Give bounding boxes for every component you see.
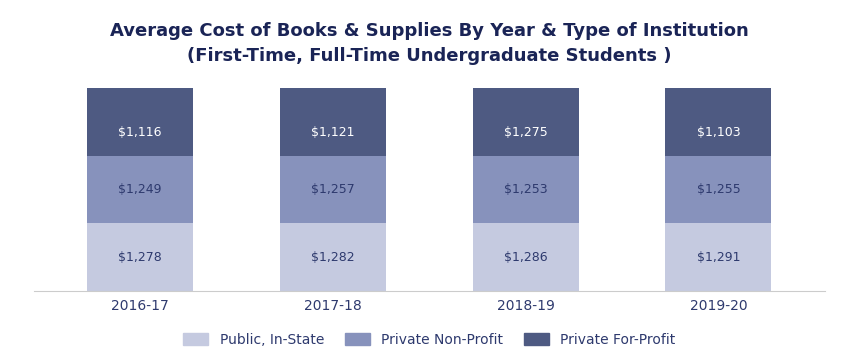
Text: $1,275: $1,275 (504, 126, 547, 139)
Text: $1,116: $1,116 (118, 126, 162, 139)
Bar (666, 224, 772, 291)
Bar (666, 88, 772, 156)
Bar (87, 88, 193, 156)
Text: $1,282: $1,282 (311, 251, 354, 264)
Text: $1,121: $1,121 (311, 126, 354, 139)
Bar (280, 88, 386, 156)
Text: $1,257: $1,257 (311, 183, 354, 196)
Bar (280, 156, 386, 224)
Text: $1,291: $1,291 (697, 251, 740, 264)
Bar (87, 224, 193, 291)
Bar (473, 88, 579, 156)
Text: $1,278: $1,278 (118, 251, 162, 264)
Text: $1,249: $1,249 (118, 183, 162, 196)
Text: $1,103: $1,103 (697, 126, 740, 139)
Bar (280, 224, 386, 291)
Bar (666, 156, 772, 224)
Bar (473, 224, 579, 291)
Legend: Public, In-State, Private Non-Profit, Private For-Profit: Public, In-State, Private Non-Profit, Pr… (178, 327, 681, 352)
Title: Average Cost of Books & Supplies By Year & Type of Institution
(First-Time, Full: Average Cost of Books & Supplies By Year… (110, 22, 749, 65)
Text: $1,255: $1,255 (697, 183, 740, 196)
Text: $1,286: $1,286 (504, 251, 547, 264)
Bar (473, 156, 579, 224)
Text: $1,253: $1,253 (504, 183, 547, 196)
Bar (87, 156, 193, 224)
